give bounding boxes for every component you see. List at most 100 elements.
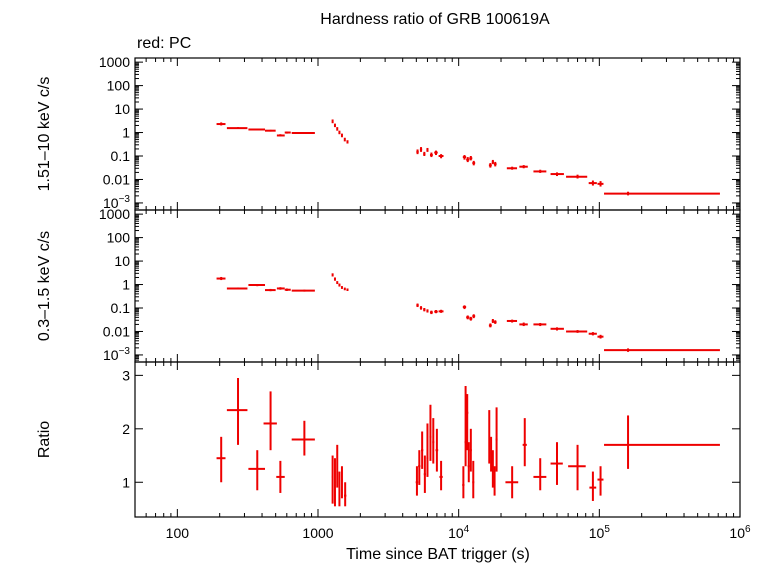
data-point xyxy=(426,309,429,313)
x-tick-label: 105 xyxy=(589,524,611,541)
data-point xyxy=(462,155,467,160)
data-point xyxy=(519,165,528,169)
data-point xyxy=(343,482,347,507)
data-point xyxy=(506,319,518,323)
data-point xyxy=(588,332,597,336)
data-point xyxy=(340,286,343,289)
data-point xyxy=(434,150,438,156)
x-tick-label-sup: 6 xyxy=(745,524,751,535)
data-point xyxy=(216,276,226,281)
data-point xyxy=(291,420,315,456)
y-tick-label: 100 xyxy=(107,230,131,246)
data-point xyxy=(226,287,248,290)
data-point xyxy=(495,407,498,472)
y-tick-label: 1000 xyxy=(99,54,130,70)
data-point xyxy=(439,460,443,491)
data-point xyxy=(550,442,563,485)
data-point xyxy=(493,161,497,167)
data-point xyxy=(466,315,470,320)
y-tick-label-sup: −3 xyxy=(119,194,131,205)
data-point xyxy=(343,137,346,142)
data-point xyxy=(597,466,604,496)
data-point xyxy=(566,330,588,333)
data-point xyxy=(533,458,547,491)
data-point xyxy=(216,436,226,483)
data-point xyxy=(550,327,564,331)
data-point xyxy=(597,334,604,339)
data-point xyxy=(343,287,346,291)
data-point xyxy=(333,458,336,507)
data-point xyxy=(533,322,547,327)
data-point xyxy=(466,157,470,163)
y-tick-label: 0.1 xyxy=(111,148,131,164)
panel-frame-ratio xyxy=(134,361,741,518)
data-point xyxy=(248,450,266,491)
y-tick-label: 1 xyxy=(122,125,130,141)
y-tick-label: 10 xyxy=(114,101,130,117)
data-point xyxy=(566,174,588,179)
y-axis-label-ratio: Ratio xyxy=(36,421,53,458)
y-tick-label: 100 xyxy=(107,78,131,94)
data-point xyxy=(291,132,315,135)
data-point xyxy=(438,309,444,313)
x-tick-label-sup: 5 xyxy=(604,524,610,535)
data-point xyxy=(469,428,472,472)
data-point xyxy=(568,444,586,491)
data-point xyxy=(604,415,720,469)
data-point xyxy=(472,460,475,499)
data-point xyxy=(419,306,423,310)
data-point xyxy=(331,455,334,504)
data-point xyxy=(331,119,334,124)
chart-subtitle: red: PC xyxy=(137,35,191,52)
data-point xyxy=(493,466,496,496)
data-point xyxy=(265,129,276,132)
data-point xyxy=(336,127,339,131)
data-point xyxy=(263,391,277,451)
data-point xyxy=(346,140,349,144)
data-point xyxy=(248,284,266,287)
data-point xyxy=(284,131,291,134)
panel-frame-hard xyxy=(134,57,741,211)
data-point xyxy=(421,431,424,469)
x-tick-label: 104 xyxy=(448,524,470,541)
data-point xyxy=(333,123,336,128)
x-tick-label-sup: 4 xyxy=(464,524,470,535)
y-tick-label: 3 xyxy=(122,367,130,383)
data-point xyxy=(432,418,435,464)
y-tick-label: 2 xyxy=(122,421,130,437)
data-point xyxy=(522,418,527,467)
data-point xyxy=(418,450,421,485)
data-point xyxy=(333,277,336,281)
data-point xyxy=(429,152,433,158)
data-point xyxy=(216,122,226,126)
data-point xyxy=(426,147,429,152)
data-point xyxy=(338,283,341,287)
panel-soft: 1000 100 10 1 0.1 0.01 10−3 0.3–1.5 keV c/s xyxy=(36,206,741,363)
panel-ratio: 3 2 1 Ratio xyxy=(36,361,741,518)
data-point xyxy=(472,314,476,319)
y-axis-label-hard: 1.51–10 keV c/s xyxy=(36,77,53,192)
data-point xyxy=(490,436,493,472)
data-point xyxy=(467,442,470,483)
data-point xyxy=(604,191,720,196)
x-tick-label: 106 xyxy=(729,524,751,541)
y-tick-label: 1000 xyxy=(99,206,130,222)
y-tick-label: 0.1 xyxy=(111,300,131,316)
data-point xyxy=(276,460,285,493)
data-point xyxy=(550,172,564,177)
data-point xyxy=(423,151,426,157)
data-point xyxy=(429,310,433,315)
data-point xyxy=(488,323,492,328)
data-point xyxy=(438,154,444,159)
data-point xyxy=(336,444,339,488)
data-point xyxy=(435,428,439,472)
data-point xyxy=(248,128,266,131)
y-tick-label-sup: −3 xyxy=(119,346,131,357)
data-point xyxy=(415,466,419,496)
data-point xyxy=(462,466,465,499)
data-point xyxy=(340,466,343,499)
chart-title: Hardness ratio of GRB 100619A xyxy=(320,11,550,28)
y-tick-label: 1 xyxy=(122,474,130,490)
